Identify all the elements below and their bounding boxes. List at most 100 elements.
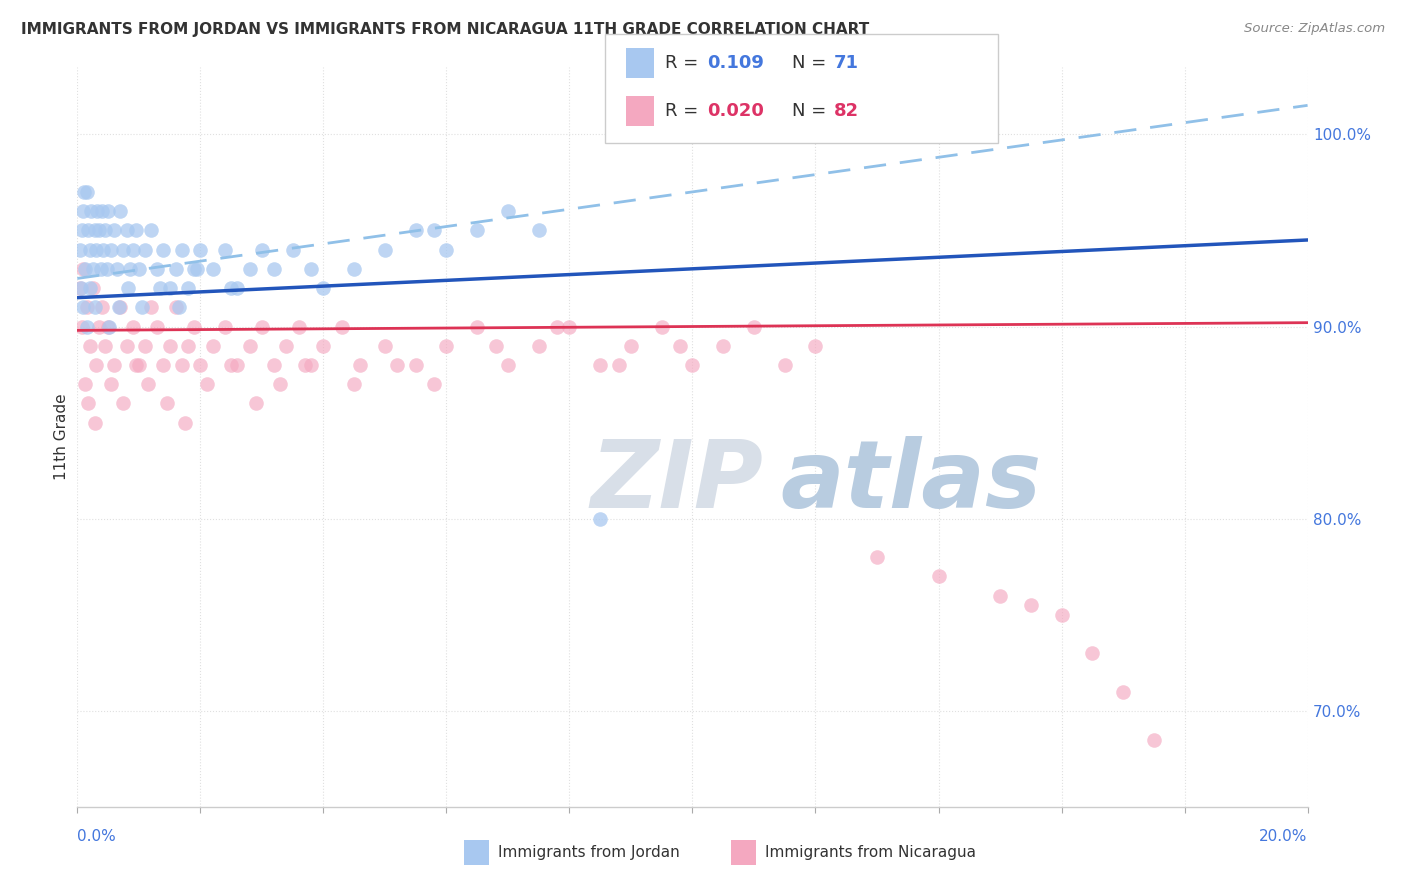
Point xyxy=(620,339,643,353)
Point xyxy=(79,281,101,295)
Point xyxy=(423,223,446,237)
Text: Immigrants from Jordan: Immigrants from Jordan xyxy=(498,846,679,860)
Point xyxy=(742,319,765,334)
Point xyxy=(589,512,612,526)
Point xyxy=(804,339,827,353)
Text: Source: ZipAtlas.com: Source: ZipAtlas.com xyxy=(1244,22,1385,36)
Point xyxy=(73,185,96,199)
Point xyxy=(77,396,100,410)
Text: IMMIGRANTS FROM JORDAN VS IMMIGRANTS FROM NICARAGUA 11TH GRADE CORRELATION CHART: IMMIGRANTS FROM JORDAN VS IMMIGRANTS FRO… xyxy=(21,22,869,37)
Point xyxy=(82,281,104,295)
Point xyxy=(155,396,177,410)
Point xyxy=(96,261,118,276)
Point xyxy=(115,223,138,237)
Point xyxy=(387,358,409,372)
Text: 0.0%: 0.0% xyxy=(77,830,117,844)
Point xyxy=(219,281,242,295)
Point xyxy=(69,243,91,257)
Point xyxy=(250,319,273,334)
Point xyxy=(465,223,488,237)
Point xyxy=(607,358,630,372)
Point xyxy=(167,300,190,314)
Point xyxy=(183,261,205,276)
Point xyxy=(239,339,262,353)
Point xyxy=(773,358,796,372)
Point xyxy=(125,358,148,372)
Point xyxy=(866,550,889,565)
Point xyxy=(94,223,117,237)
Point xyxy=(245,396,267,410)
Point xyxy=(436,243,458,257)
Point xyxy=(94,339,117,353)
Text: Immigrants from Nicaragua: Immigrants from Nicaragua xyxy=(765,846,976,860)
Point xyxy=(79,339,101,353)
Point xyxy=(1143,733,1166,747)
Point xyxy=(294,358,316,372)
Point xyxy=(136,377,159,392)
Point xyxy=(436,339,458,353)
Point xyxy=(149,281,172,295)
Point xyxy=(70,319,93,334)
Point xyxy=(72,300,94,314)
Point xyxy=(73,377,96,392)
Point xyxy=(110,300,132,314)
Point xyxy=(299,358,322,372)
Point xyxy=(128,358,150,372)
Point xyxy=(76,300,98,314)
Point xyxy=(669,339,692,353)
Point xyxy=(226,358,249,372)
Point xyxy=(110,204,132,219)
Point xyxy=(115,339,138,353)
Point xyxy=(214,319,236,334)
Point xyxy=(405,223,427,237)
Point xyxy=(76,185,98,199)
Text: 0.020: 0.020 xyxy=(707,102,763,120)
Point xyxy=(98,319,121,334)
Point xyxy=(201,261,224,276)
Point xyxy=(103,223,125,237)
Point xyxy=(177,281,200,295)
Point xyxy=(170,358,193,372)
Point xyxy=(299,261,322,276)
Point xyxy=(682,358,704,372)
Point xyxy=(141,223,163,237)
Text: 0.109: 0.109 xyxy=(707,54,763,72)
Point xyxy=(70,281,93,295)
Point xyxy=(263,261,285,276)
Point xyxy=(1019,599,1042,613)
Point xyxy=(117,281,139,295)
Point xyxy=(374,243,396,257)
Point xyxy=(105,261,128,276)
Point xyxy=(1081,647,1104,661)
Point xyxy=(90,204,114,219)
Point xyxy=(558,319,581,334)
Point xyxy=(118,261,141,276)
Point xyxy=(84,358,107,372)
Point xyxy=(527,223,550,237)
Text: N =: N = xyxy=(792,102,831,120)
Point xyxy=(281,243,304,257)
Text: R =: R = xyxy=(665,102,704,120)
Point xyxy=(496,204,519,219)
Point xyxy=(131,300,153,314)
Point xyxy=(72,261,94,276)
Point xyxy=(343,377,366,392)
Point xyxy=(121,243,143,257)
Point xyxy=(146,261,169,276)
Point xyxy=(374,339,396,353)
Point xyxy=(312,339,335,353)
Text: N =: N = xyxy=(792,54,831,72)
Point xyxy=(190,243,212,257)
Point xyxy=(87,319,110,334)
Point xyxy=(928,569,950,583)
Point xyxy=(146,319,169,334)
Text: 71: 71 xyxy=(834,54,859,72)
Point xyxy=(170,243,193,257)
Text: 20.0%: 20.0% xyxy=(1260,830,1308,844)
Point xyxy=(174,416,197,430)
Point xyxy=(165,261,187,276)
Y-axis label: 11th Grade: 11th Grade xyxy=(53,393,69,481)
Point xyxy=(183,319,205,334)
Point xyxy=(405,358,427,372)
Text: R =: R = xyxy=(665,54,704,72)
